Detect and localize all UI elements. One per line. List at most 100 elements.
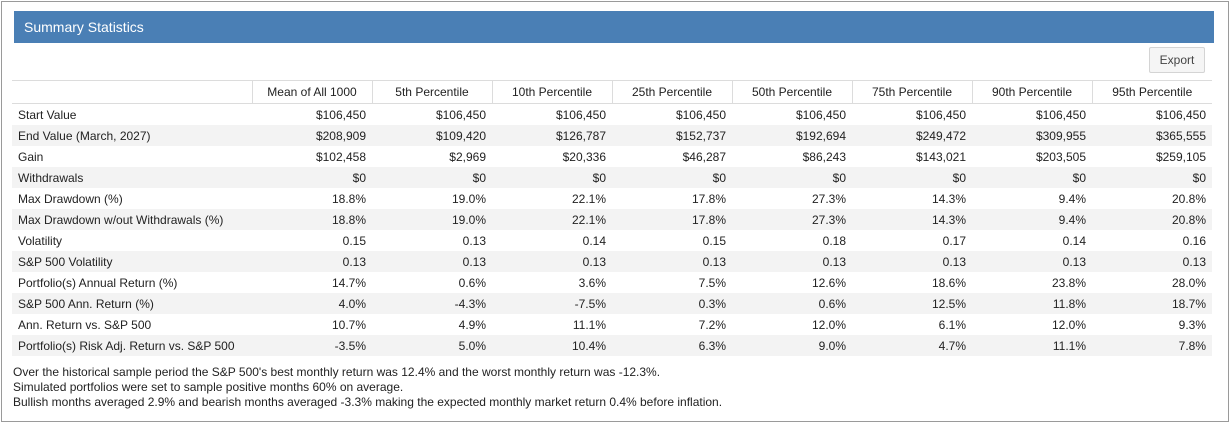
table-cell: 28.0% bbox=[1171, 275, 1206, 290]
table-cell: 11.8% bbox=[1052, 296, 1086, 311]
table-cell: 12.5% bbox=[931, 296, 966, 311]
table-cell: -4.3% bbox=[454, 296, 486, 311]
table-cell: $0 bbox=[592, 170, 606, 185]
table-cell: 17.8% bbox=[691, 191, 726, 206]
table-cell: 4.7% bbox=[938, 338, 966, 353]
table-cell: $109,420 bbox=[435, 128, 486, 143]
column-header: 75th Percentile bbox=[851, 80, 972, 104]
table-cell: $249,472 bbox=[915, 128, 966, 143]
table-cell: 0.14 bbox=[1062, 233, 1086, 248]
table-cell: $0 bbox=[352, 170, 366, 185]
table-cell: $86,243 bbox=[802, 149, 846, 164]
column-header: 10th Percentile bbox=[491, 80, 612, 104]
table-row: S&P 500 Volatility 0.13 0.13 0.13 0.13 0.13 0.… bbox=[12, 251, 1212, 272]
table-cell: 12.6% bbox=[811, 275, 846, 290]
table-cell: 0.13 bbox=[702, 254, 726, 269]
row-label: Volatility bbox=[18, 233, 63, 248]
table-cell: 11.1% bbox=[572, 317, 606, 332]
table-cell: 27.3% bbox=[811, 191, 846, 206]
table-cell: 0.13 bbox=[342, 254, 366, 269]
table-cell: 0.13 bbox=[1182, 254, 1206, 269]
table-cell: 18.7% bbox=[1171, 296, 1206, 311]
table-cell: 7.2% bbox=[698, 317, 726, 332]
row-label: Gain bbox=[18, 149, 44, 164]
column-header: 50th Percentile bbox=[731, 80, 852, 104]
table-cell: $106,450 bbox=[315, 107, 366, 122]
table-row: End Value (March, 2027) $208,909 $109,420 $… bbox=[12, 125, 1212, 146]
table-cell: 0.17 bbox=[942, 233, 966, 248]
table-row: Withdrawals $0 $0 $0 $0 $0 $0 $0 $0 bbox=[12, 167, 1212, 188]
table-cell: 20.8% bbox=[1171, 212, 1206, 227]
row-label: Withdrawals bbox=[18, 170, 84, 185]
table-cell: $106,450 bbox=[1155, 107, 1206, 122]
note-line: Over the historical sample period the S&… bbox=[13, 365, 661, 379]
table-cell: 9.4% bbox=[1058, 191, 1086, 206]
table-cell: 20.8% bbox=[1171, 191, 1206, 206]
table-cell: $143,021 bbox=[915, 149, 966, 164]
table-cell: $208,909 bbox=[315, 128, 366, 143]
table-cell: $46,287 bbox=[682, 149, 726, 164]
table-cell: $106,450 bbox=[1035, 107, 1086, 122]
table-row: Volatility 0.15 0.13 0.14 0.15 0.18 0.17 0.14 0.… bbox=[12, 230, 1212, 251]
export-button[interactable]: Export bbox=[1149, 47, 1205, 73]
table-cell: $102,458 bbox=[315, 149, 366, 164]
table-cell: 4.9% bbox=[458, 317, 486, 332]
table-cell: 7.8% bbox=[1178, 338, 1206, 353]
table-cell: 18.6% bbox=[931, 275, 966, 290]
table-cell: $106,450 bbox=[675, 107, 726, 122]
table-cell: 19.0% bbox=[451, 212, 486, 227]
table-cell: 7.5% bbox=[698, 275, 726, 290]
notes: Over the historical sample period the S&… bbox=[13, 365, 722, 410]
table-cell: 12.0% bbox=[1051, 317, 1086, 332]
table-cell: 0.13 bbox=[462, 233, 486, 248]
table-cell: 22.1% bbox=[571, 212, 606, 227]
table-cell: 19.0% bbox=[451, 191, 486, 206]
table-cell: 0.18 bbox=[822, 233, 846, 248]
table-cell: 18.8% bbox=[331, 212, 366, 227]
table-row: S&P 500 Ann. Return (%) 4.0% -4.3% -7.5% 0.3… bbox=[12, 293, 1212, 314]
table-cell: $192,694 bbox=[795, 128, 846, 143]
table-row: Max Drawdown w/out Withdrawals (%) 18.8% 1… bbox=[12, 209, 1212, 230]
table-cell: $0 bbox=[472, 170, 486, 185]
table-cell: 10.4% bbox=[571, 338, 606, 353]
column-header bbox=[12, 80, 252, 104]
table-cell: 12.0% bbox=[811, 317, 846, 332]
table-header-row: Mean of All 1000 5th Percentile 10th Per… bbox=[12, 80, 1212, 104]
table-cell: 4.0% bbox=[338, 296, 366, 311]
table-cell: $152,737 bbox=[675, 128, 726, 143]
panel-title: Summary Statistics bbox=[14, 11, 1214, 43]
row-label: Max Drawdown w/out Withdrawals (%) bbox=[18, 212, 224, 227]
table-cell: $259,105 bbox=[1155, 149, 1206, 164]
table-cell: -3.5% bbox=[334, 338, 366, 353]
table-cell: 5.0% bbox=[458, 338, 486, 353]
column-header: 90th Percentile bbox=[971, 80, 1092, 104]
table-cell: 17.8% bbox=[691, 212, 726, 227]
table-cell: 0.16 bbox=[1182, 233, 1206, 248]
table-cell: 27.3% bbox=[811, 212, 846, 227]
table-cell: $0 bbox=[952, 170, 966, 185]
table-cell: $20,336 bbox=[562, 149, 606, 164]
summary-table: Mean of All 1000 5th Percentile 10th Per… bbox=[12, 80, 1212, 356]
note-line: Bullish months averaged 2.9% and bearish… bbox=[13, 395, 723, 409]
table-cell: $0 bbox=[1072, 170, 1086, 185]
table-cell: 14.7% bbox=[331, 275, 366, 290]
table-row: Max Drawdown (%) 18.8% 19.0% 22.1% 17.8% 27.3… bbox=[12, 188, 1212, 209]
table-cell: 18.8% bbox=[331, 191, 366, 206]
row-label: Portfolio(s) Annual Return (%) bbox=[18, 275, 178, 290]
table-cell: 0.6% bbox=[458, 275, 486, 290]
table-cell: 0.13 bbox=[462, 254, 486, 269]
table-cell: $126,787 bbox=[555, 128, 606, 143]
table-cell: 6.1% bbox=[938, 317, 966, 332]
table-cell: 3.6% bbox=[578, 275, 606, 290]
column-header: Mean of All 1000 bbox=[251, 80, 372, 104]
table-cell: 0.6% bbox=[818, 296, 846, 311]
table-cell: $2,969 bbox=[449, 149, 486, 164]
table-cell: 14.3% bbox=[931, 191, 966, 206]
table-cell: 9.4% bbox=[1058, 212, 1086, 227]
table-cell: 6.3% bbox=[698, 338, 726, 353]
table-row: Start Value $106,450 $106,450 $106,450 $106,… bbox=[12, 104, 1212, 126]
table-row: Ann. Return vs. S&P 500 10.7% 4.9% 11.1% 7.2… bbox=[12, 314, 1212, 335]
column-header: 95th Percentile bbox=[1091, 80, 1212, 104]
table-row: Portfolio(s) Annual Return (%) 14.7% 0.6% 3… bbox=[12, 272, 1212, 293]
